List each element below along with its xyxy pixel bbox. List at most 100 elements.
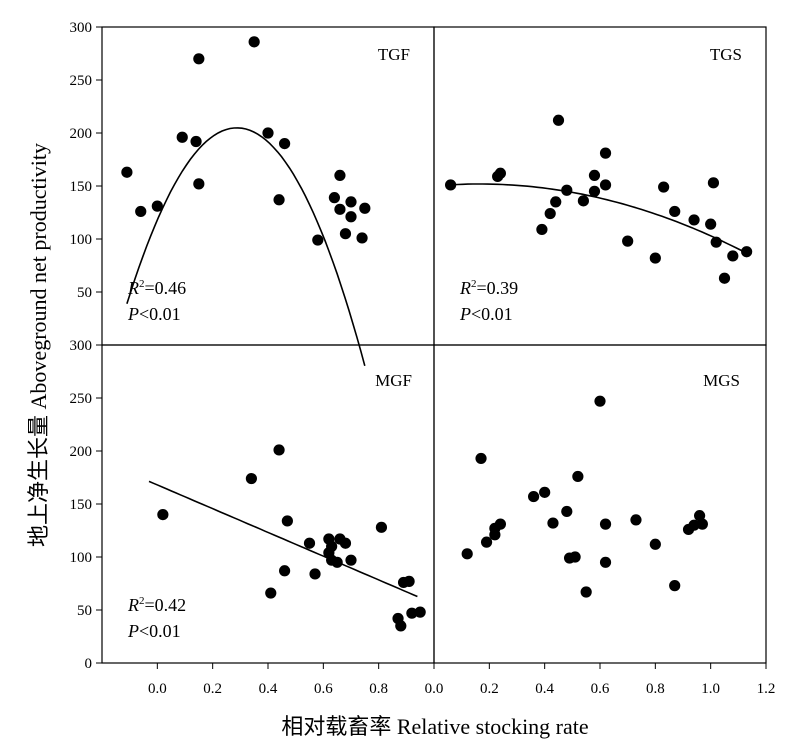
- data-point: [331, 556, 343, 568]
- y-axis-title: 地上净生长量 Aboveground net productivity: [26, 143, 51, 547]
- data-point: [403, 575, 415, 587]
- data-point: [345, 196, 357, 208]
- panel-label: TGS: [710, 45, 742, 64]
- data-point: [480, 536, 493, 548]
- r-squared-label: R2=0.39: [459, 278, 518, 298]
- data-point: [334, 203, 346, 215]
- data-point: [395, 620, 407, 632]
- x-tick-label: 1.0: [701, 681, 720, 697]
- y-tick-label: 300: [70, 20, 93, 36]
- data-point: [594, 395, 606, 407]
- data-point: [741, 246, 753, 258]
- data-point: [705, 218, 717, 230]
- y-tick-label: 300: [70, 338, 93, 354]
- data-point: [328, 192, 340, 204]
- data-point: [599, 179, 612, 191]
- data-point: [688, 214, 700, 226]
- data-point: [375, 521, 388, 533]
- data-point: [157, 508, 169, 521]
- data-point: [669, 580, 681, 592]
- data-point: [494, 518, 506, 530]
- data-point: [544, 207, 556, 220]
- x-axis-title: 相对载畜率 Relative stocking rate: [281, 714, 588, 739]
- data-point: [630, 514, 642, 526]
- data-point: [339, 228, 352, 240]
- x-tick-label: 0.4: [535, 681, 554, 697]
- data-point: [309, 568, 321, 580]
- data-point: [577, 195, 590, 207]
- data-point: [326, 540, 338, 553]
- data-point: [356, 232, 368, 244]
- x-tick-label: 0.2: [203, 681, 222, 697]
- data-point: [176, 131, 188, 143]
- data-point: [599, 518, 612, 530]
- data-point: [536, 223, 548, 236]
- y-tick-label: 150: [70, 179, 93, 195]
- data-point: [588, 185, 601, 197]
- panel-label: TGF: [378, 45, 410, 64]
- y-tick-label: 0: [85, 656, 93, 672]
- fit-line: [126, 127, 366, 367]
- data-point: [718, 272, 731, 284]
- data-point: [475, 452, 487, 465]
- data-point: [649, 538, 661, 550]
- x-tick-label: 0.6: [591, 681, 610, 697]
- r-squared-label: R2=0.42: [127, 595, 186, 615]
- panel-tgs: TGS R2=0.39 P<0.01: [433, 26, 767, 346]
- x-tick-label: 0.0: [425, 681, 444, 697]
- data-point: [461, 548, 473, 560]
- y-tick-label: 200: [70, 444, 93, 460]
- data-point: [334, 169, 346, 181]
- data-point: [588, 169, 601, 181]
- data-point: [569, 551, 581, 563]
- data-point: [193, 53, 205, 65]
- x-tick-label: 0.8: [646, 681, 665, 697]
- data-point: [414, 606, 426, 618]
- panel-mgf: 0.0 0.2 0.4 0.6 0.8 300 250 200 150 100 50 0 MGF R2=0…: [70, 338, 435, 697]
- x-tick-label: 0.4: [259, 681, 278, 697]
- panel-label: MGF: [375, 371, 412, 390]
- fit-line: [148, 480, 418, 598]
- r-squared-label: R2=0.46: [127, 278, 186, 298]
- data-point: [279, 138, 291, 150]
- data-point: [345, 554, 357, 566]
- data-point: [248, 36, 260, 48]
- data-point: [688, 519, 700, 531]
- data-point: [279, 565, 291, 577]
- data-point: [151, 200, 163, 212]
- data-point: [345, 211, 357, 223]
- data-point: [547, 517, 559, 529]
- y-tick-label: 50: [77, 285, 92, 301]
- data-point: [245, 472, 257, 485]
- data-point: [273, 194, 285, 206]
- x-tick-label: 0.2: [480, 681, 499, 697]
- data-point: [561, 505, 573, 518]
- data-point: [707, 177, 720, 189]
- data-point: [580, 586, 592, 598]
- y-tick-label: 250: [70, 73, 93, 89]
- x-tick-label: 0.8: [369, 681, 388, 697]
- data-point: [281, 515, 293, 527]
- data-point: [727, 250, 739, 262]
- data-point: [190, 135, 202, 148]
- data-point: [494, 167, 506, 179]
- data-point: [552, 114, 565, 126]
- y-tick-label: 100: [70, 232, 93, 248]
- data-point: [445, 179, 457, 191]
- data-point: [550, 196, 562, 208]
- data-point: [649, 252, 661, 264]
- x-tick-label: 0.6: [314, 681, 333, 697]
- panel-mgs: 0.0 0.2 0.4 0.6 0.8 1.0 1.2 MGS: [425, 344, 776, 697]
- x-tick-label: 0.0: [148, 681, 167, 697]
- data-point: [339, 537, 352, 549]
- x-tick-label: 1.2: [757, 681, 776, 697]
- data-point: [135, 205, 147, 218]
- y-tick-label: 150: [70, 497, 93, 513]
- data-point: [696, 518, 708, 530]
- plot-frame: [101, 344, 435, 664]
- y-tick-label: 100: [70, 550, 93, 566]
- p-value-label: P<0.01: [127, 304, 181, 324]
- data-point: [406, 607, 418, 619]
- data-point: [273, 444, 285, 456]
